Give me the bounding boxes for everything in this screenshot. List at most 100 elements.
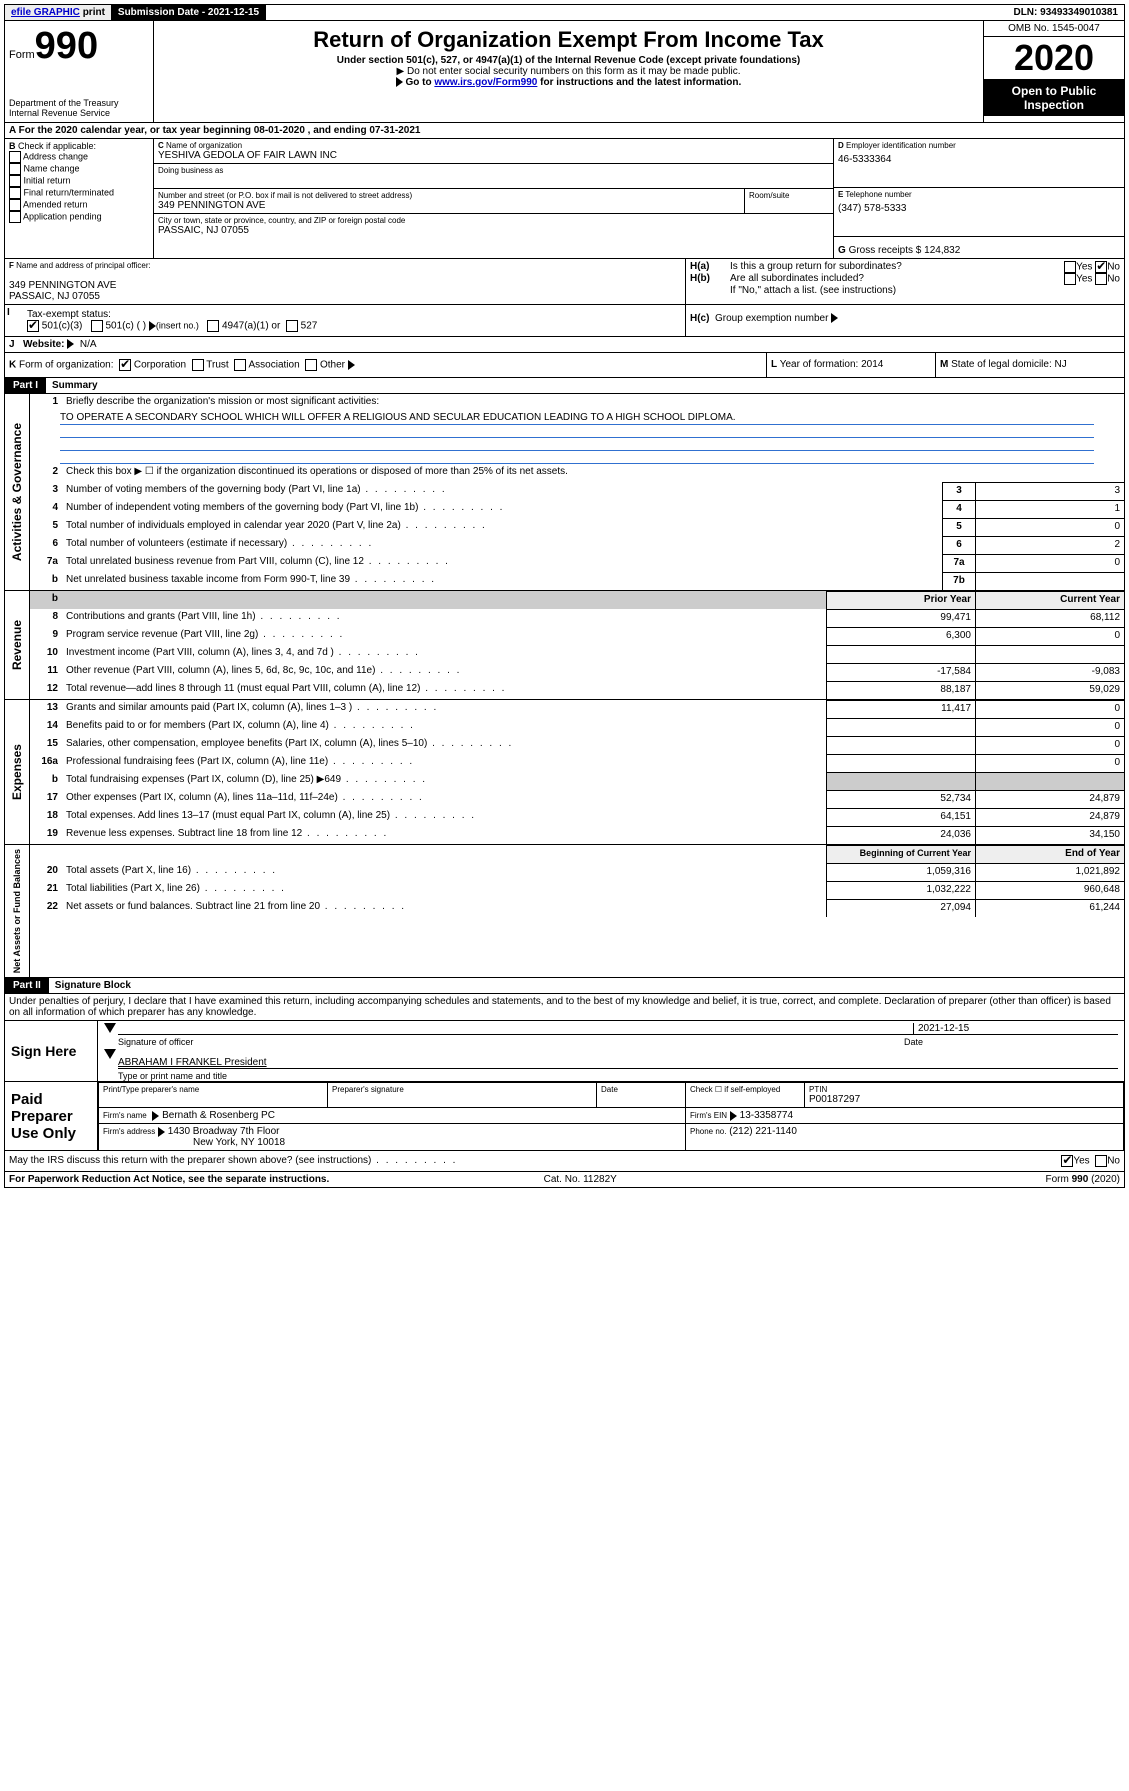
line-8-prior: 99,471 xyxy=(826,609,975,627)
note-goto: Go to www.irs.gov/Form990 for instructio… xyxy=(162,77,975,88)
line-3-value: 3 xyxy=(975,482,1124,500)
discuss-yes[interactable] xyxy=(1061,1155,1073,1167)
paid-preparer-label: Paid Preparer Use Only xyxy=(5,1082,98,1150)
h-a-no[interactable] xyxy=(1095,261,1107,273)
paperwork-notice: For Paperwork Reduction Act Notice, see … xyxy=(9,1174,329,1185)
part-ii-header: Part II xyxy=(5,978,49,993)
firm-addr1: 1430 Broadway 7th Floor xyxy=(168,1126,280,1137)
h-a-yes[interactable] xyxy=(1064,261,1076,273)
top-bar: efile GRAPHIC print Submission Date - 20… xyxy=(4,4,1125,21)
check-final-return[interactable] xyxy=(9,187,21,199)
mission-text: TO OPERATE A SECONDARY SCHOOL WHICH WILL… xyxy=(60,412,1094,425)
section-b: B Check if applicable: Address change Na… xyxy=(5,139,154,258)
check-corp[interactable] xyxy=(119,359,131,371)
dln: DLN: 93493349010381 xyxy=(1007,5,1124,20)
cat-no: Cat. No. 11282Y xyxy=(544,1174,617,1185)
line-22-current: 61,244 xyxy=(975,899,1124,917)
line-22-prior: 27,094 xyxy=(826,899,975,917)
form-footer: Form 990 (2020) xyxy=(1046,1174,1120,1185)
line-11-prior: -17,584 xyxy=(826,663,975,681)
form-header: Form990 Department of the Treasury Inter… xyxy=(4,21,1125,123)
firm-ein: 13-3358774 xyxy=(740,1110,793,1121)
line-9-current: 0 xyxy=(975,627,1124,645)
print-link[interactable]: print xyxy=(83,7,105,18)
line-11-current: -9,083 xyxy=(975,663,1124,681)
line-18-prior: 64,151 xyxy=(826,808,975,826)
officer-name: ABRAHAM I FRANKEL President xyxy=(118,1049,1118,1069)
line-6-value: 2 xyxy=(975,536,1124,554)
check-assoc[interactable] xyxy=(234,359,246,371)
line-19-current: 34,150 xyxy=(975,826,1124,844)
line-8-current: 68,112 xyxy=(975,609,1124,627)
check-trust[interactable] xyxy=(192,359,204,371)
ptin: P00187297 xyxy=(809,1094,1119,1105)
check-4947[interactable] xyxy=(207,320,219,332)
check-501c[interactable] xyxy=(91,320,103,332)
check-501c3[interactable] xyxy=(27,320,39,332)
line-14-prior xyxy=(826,718,975,736)
perjury-text: Under penalties of perjury, I declare th… xyxy=(4,994,1125,1021)
line-12-current: 59,029 xyxy=(975,681,1124,699)
irs-link[interactable]: www.irs.gov/Form990 xyxy=(434,77,537,88)
part-ii-title: Signature Block xyxy=(49,978,137,993)
line-21-current: 960,648 xyxy=(975,881,1124,899)
check-name-change[interactable] xyxy=(9,163,21,175)
dept-treasury: Department of the Treasury Internal Reve… xyxy=(9,98,149,118)
check-app-pending[interactable] xyxy=(9,211,21,223)
part-i-header: Part I xyxy=(5,378,46,393)
sign-date: 2021-12-15 xyxy=(913,1023,1118,1035)
line-16a-prior xyxy=(826,754,975,772)
line-14-current: 0 xyxy=(975,718,1124,736)
line-15-current: 0 xyxy=(975,736,1124,754)
line-19-prior: 24,036 xyxy=(826,826,975,844)
officer-addr2: PASSAIC, NJ 07055 xyxy=(9,291,681,302)
check-address-change[interactable] xyxy=(9,151,21,163)
org-city: PASSAIC, NJ 07055 xyxy=(158,225,829,236)
line-21-prior: 1,032,222 xyxy=(826,881,975,899)
check-amended[interactable] xyxy=(9,199,21,211)
firm-addr2: New York, NY 10018 xyxy=(103,1137,285,1148)
line-12-prior: 88,187 xyxy=(826,681,975,699)
check-527[interactable] xyxy=(286,320,298,332)
telephone: (347) 578-5333 xyxy=(838,199,1120,214)
line-20-prior: 1,059,316 xyxy=(826,863,975,881)
note-ssn: Do not enter social security numbers on … xyxy=(162,66,975,77)
sign-here-label: Sign Here xyxy=(5,1021,98,1081)
form-subtitle: Under section 501(c), 527, or 4947(a)(1)… xyxy=(162,55,975,66)
org-name: YESHIVA GEDOLA OF FAIR LAWN INC xyxy=(158,150,829,161)
state-domicile: NJ xyxy=(1055,359,1067,370)
ein: 46-5333364 xyxy=(838,150,1120,165)
form-title: Return of Organization Exempt From Incom… xyxy=(162,27,975,53)
officer-addr1: 349 PENNINGTON AVE xyxy=(9,280,681,291)
line-17-current: 24,879 xyxy=(975,790,1124,808)
org-address: 349 PENNINGTON AVE xyxy=(158,200,740,211)
check-other[interactable] xyxy=(305,359,317,371)
website: N/A xyxy=(80,339,97,350)
line-5-value: 0 xyxy=(975,518,1124,536)
line-7a-value: 0 xyxy=(975,554,1124,572)
line-13-current: 0 xyxy=(975,700,1124,718)
side-revenue: Revenue xyxy=(8,616,26,674)
section-c: C Name of organization YESHIVA GEDOLA OF… xyxy=(154,139,833,258)
section-a: A For the 2020 calendar year, or tax yea… xyxy=(4,123,1125,139)
line-9-prior: 6,300 xyxy=(826,627,975,645)
omb-number: OMB No. 1545-0047 xyxy=(984,21,1124,37)
side-expenses: Expenses xyxy=(8,740,26,804)
tax-year: 2020 xyxy=(984,37,1124,80)
check-initial-return[interactable] xyxy=(9,175,21,187)
open-public: Open to Public Inspection xyxy=(984,80,1124,116)
line-10-prior xyxy=(826,645,975,663)
line-16a-current: 0 xyxy=(975,754,1124,772)
discuss-no[interactable] xyxy=(1095,1155,1107,1167)
line-7b-value xyxy=(975,572,1124,590)
firm-phone: (212) 221-1140 xyxy=(729,1126,797,1137)
form-number: Form990 xyxy=(9,25,149,68)
efile-link[interactable]: efile GRAPHIC print xyxy=(5,5,112,20)
h-b-yes[interactable] xyxy=(1064,273,1076,285)
submission-date: Submission Date - 2021-12-15 xyxy=(112,5,266,20)
line-17-prior: 52,734 xyxy=(826,790,975,808)
h-b-no[interactable] xyxy=(1095,273,1107,285)
line-4-value: 1 xyxy=(975,500,1124,518)
side-governance: Activities & Governance xyxy=(8,419,26,565)
firm-name: Bernath & Rosenberg PC xyxy=(162,1110,275,1121)
